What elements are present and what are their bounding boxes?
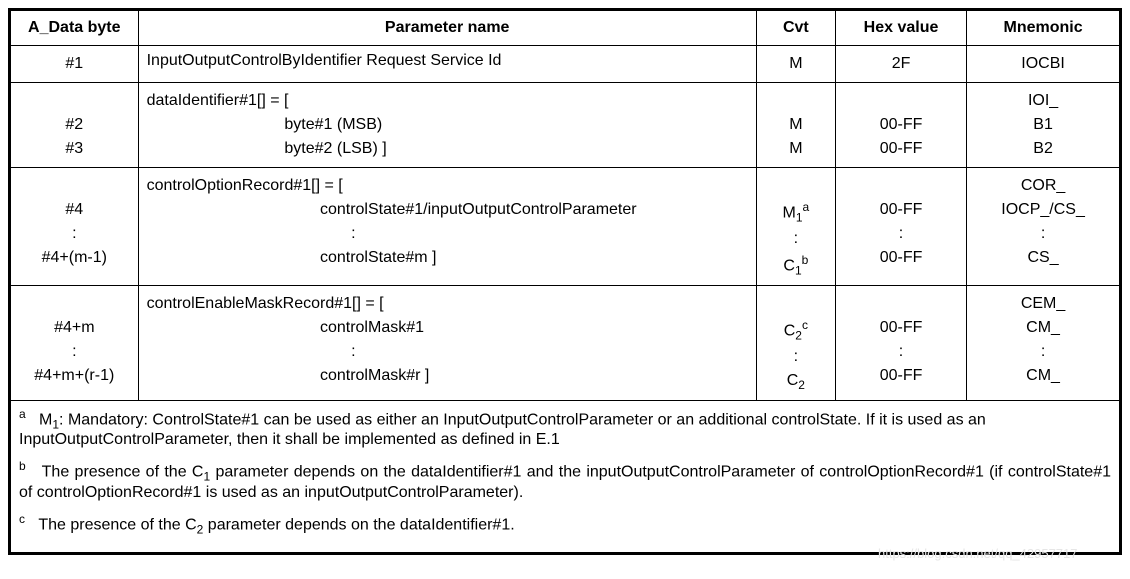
cell-hex: 00-FF:00-FF <box>835 286 966 401</box>
cell-byte: #4+m:#4+m+(r-1) <box>10 286 139 401</box>
cell-hex: 2F <box>835 46 966 83</box>
footnote: a M1: Mandatory: ControlState#1 can be u… <box>19 407 1111 450</box>
cell-cvt: M <box>756 46 835 83</box>
cell-cvt: MM <box>756 83 835 168</box>
cell-param: dataIdentifier#1[] = [ byte#1 (MSB) byte… <box>138 83 756 168</box>
table-row: #1InputOutputControlByIdentifier Request… <box>10 46 1121 83</box>
col-header-byte: A_Data byte <box>10 10 139 46</box>
table-header-row: A_Data byte Parameter name Cvt Hex value… <box>10 10 1121 46</box>
table-row: #2#3dataIdentifier#1[] = [ byte#1 (MSB) … <box>10 83 1121 168</box>
cell-param: InputOutputControlByIdentifier Request S… <box>138 46 756 83</box>
cell-mnemonic: IOI_B1B2 <box>967 83 1121 168</box>
table-body: #1InputOutputControlByIdentifier Request… <box>10 46 1121 401</box>
cell-hex: 00-FF00-FF <box>835 83 966 168</box>
col-header-cvt: Cvt <box>756 10 835 46</box>
cell-byte: #1 <box>10 46 139 83</box>
cell-param: controlEnableMaskRecord#1[] = [ controlM… <box>138 286 756 401</box>
table-row: #4+m:#4+m+(r-1)controlEnableMaskRecord#1… <box>10 286 1121 401</box>
footnotes-cell: a M1: Mandatory: ControlState#1 can be u… <box>10 400 1121 554</box>
table-row: #4:#4+(m-1)controlOptionRecord#1[] = [ c… <box>10 168 1121 286</box>
footnote: c The presence of the C2 parameter depen… <box>19 512 1111 537</box>
col-header-hex: Hex value <box>835 10 966 46</box>
col-header-mne: Mnemonic <box>967 10 1121 46</box>
cell-byte: #2#3 <box>10 83 139 168</box>
cell-mnemonic: CEM_CM_:CM_ <box>967 286 1121 401</box>
footnote: b The presence of the C1 parameter depen… <box>19 459 1111 502</box>
cell-byte: #4:#4+(m-1) <box>10 168 139 286</box>
cell-param: controlOptionRecord#1[] = [ controlState… <box>138 168 756 286</box>
cell-hex: 00-FF:00-FF <box>835 168 966 286</box>
cell-cvt: M1a:C1b <box>756 168 835 286</box>
cell-mnemonic: IOCBI <box>967 46 1121 83</box>
cell-cvt: C2c:C2 <box>756 286 835 401</box>
footnotes-row: a M1: Mandatory: ControlState#1 can be u… <box>10 400 1121 554</box>
cell-mnemonic: COR_IOCP_/CS_:CS_ <box>967 168 1121 286</box>
request-message-table: A_Data byte Parameter name Cvt Hex value… <box>8 8 1122 555</box>
col-header-param: Parameter name <box>138 10 756 46</box>
